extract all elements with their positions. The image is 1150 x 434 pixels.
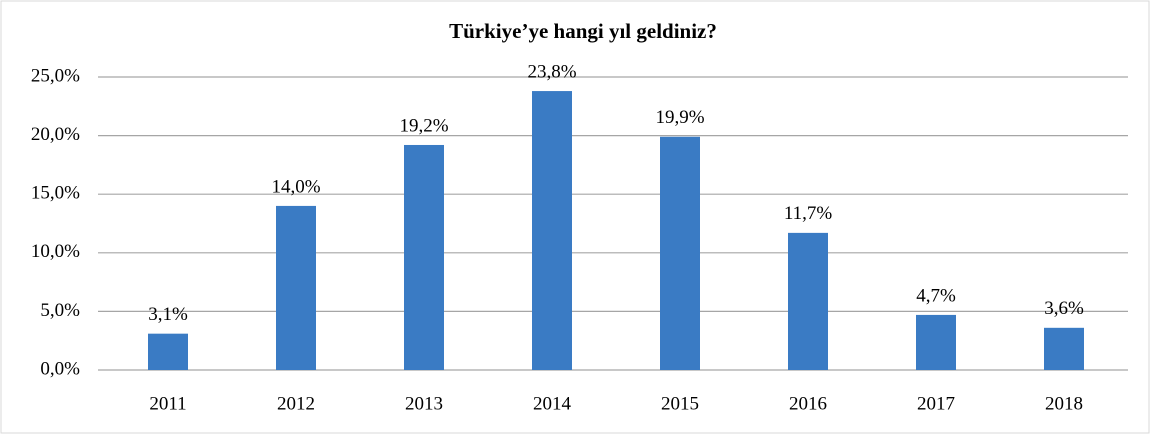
y-tick-label: 15,0% — [31, 183, 80, 204]
bar — [916, 314, 956, 370]
y-tick-label: 10,0% — [31, 241, 80, 262]
y-tick-label: 25,0% — [31, 65, 80, 86]
x-tick-label: 2018 — [1045, 393, 1083, 414]
bar — [532, 91, 572, 371]
bar — [276, 205, 316, 370]
data-label: 11,7% — [784, 203, 833, 224]
data-label: 3,6% — [1044, 298, 1084, 319]
y-tick-label: 20,0% — [31, 124, 80, 145]
x-tick-label: 2012 — [277, 393, 315, 414]
bar — [788, 232, 828, 370]
x-tick-label: 2013 — [405, 393, 443, 414]
bar — [1044, 327, 1084, 370]
y-tick-label: 0,0% — [40, 358, 80, 379]
data-label: 14,0% — [271, 176, 320, 197]
bar — [148, 333, 188, 370]
x-tick-label: 2017 — [917, 393, 955, 414]
bar — [404, 144, 444, 370]
bar — [660, 136, 700, 370]
x-tick-label: 2014 — [533, 393, 572, 414]
data-label: 23,8% — [527, 61, 576, 82]
data-label: 19,9% — [655, 107, 704, 128]
y-tick-label: 5,0% — [40, 300, 80, 321]
x-tick-label: 2015 — [661, 393, 699, 414]
x-tick-label: 2011 — [149, 393, 186, 414]
data-label: 3,1% — [148, 304, 188, 325]
x-tick-label: 2016 — [789, 393, 827, 414]
data-label: 19,2% — [399, 115, 448, 136]
data-label: 4,7% — [916, 285, 956, 306]
chart-title: Türkiye’ye hangi yıl geldiniz? — [449, 19, 717, 43]
